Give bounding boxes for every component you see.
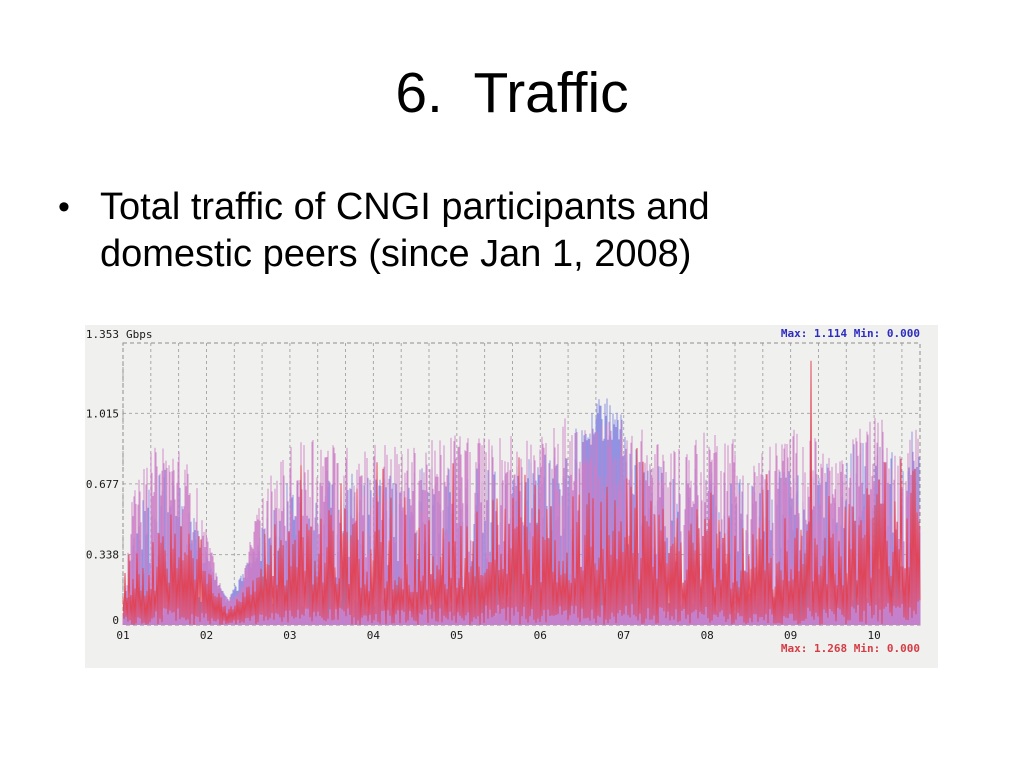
bullet-text: Total traffic of CNGI participants and d… — [100, 186, 710, 275]
x-tick-label: 06 — [534, 629, 547, 642]
x-tick-label: 09 — [784, 629, 797, 642]
traffic-chart: 0 0.338 0.677 1.015 1.353 Gbps 01 02 03 04 05 06 07 0… — [85, 325, 938, 668]
stats-top-blue: Max: 1.114 Min: 0.000 — [781, 327, 920, 340]
traffic-chart-svg: 0 0.338 0.677 1.015 1.353 Gbps 01 02 03 04 05 06 07 0… — [86, 327, 921, 655]
y-tick-label: 0 — [112, 614, 119, 627]
x-tick-label: 04 — [367, 629, 381, 642]
y-tick-label: 1.353 — [86, 328, 119, 341]
x-tick-label: 02 — [200, 629, 213, 642]
x-tick-label: 03 — [283, 629, 296, 642]
page-title: 6. Traffic — [395, 61, 629, 125]
x-tick-label: 01 — [116, 629, 129, 642]
y-tick-label: 1.015 — [86, 407, 119, 420]
x-tick-label: 07 — [617, 629, 630, 642]
stats-bottom-red: Max: 1.268 Min: 0.000 — [781, 642, 920, 655]
x-tick-label: 08 — [701, 629, 714, 642]
x-tick-label: 10 — [867, 629, 880, 642]
bullet-item: • Total traffic of CNGI participants and… — [58, 184, 888, 278]
series-traffic-red — [122, 360, 921, 626]
x-tick-label: 05 — [450, 629, 463, 642]
y-axis-unit: Gbps — [126, 328, 153, 341]
bullet-icon: • — [58, 188, 70, 226]
y-tick-label: 0.677 — [86, 478, 119, 491]
y-tick-label: 0.338 — [86, 549, 119, 562]
